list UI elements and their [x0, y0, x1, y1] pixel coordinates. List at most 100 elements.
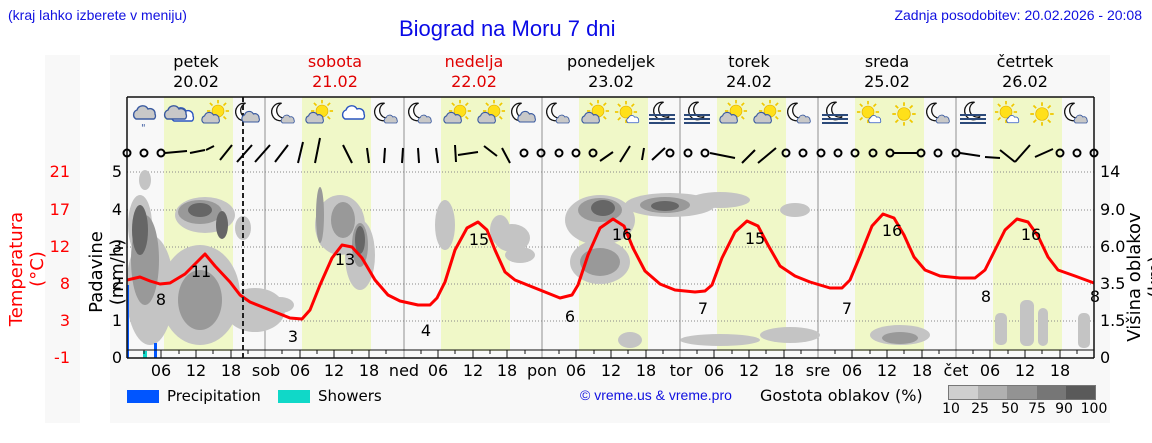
sun-icon	[891, 101, 917, 127]
day-date: 20.02	[173, 72, 219, 91]
calm-wind-icon	[156, 148, 166, 158]
temperature-labels: 8 11 3 13 4 15 6 16 7 15 7 16 8 16 8	[156, 221, 1100, 346]
x-label: 12	[1014, 361, 1036, 380]
x-label: sre	[805, 361, 831, 380]
cloud-tick: 0	[1100, 348, 1111, 367]
temp-label: 6	[565, 307, 575, 326]
x-label: 18	[496, 361, 518, 380]
day-header: petek 20.02	[126, 52, 266, 92]
temp-tick: 3	[59, 311, 70, 330]
day-header: torek 24.02	[679, 52, 819, 92]
temp-label: 4	[421, 321, 431, 340]
day-header: sobota 21.02	[265, 52, 405, 92]
x-label: ned	[388, 361, 420, 380]
cloud-tick: 3.5	[1100, 274, 1126, 293]
scale-label: 25	[971, 401, 989, 417]
cloud-tick: 9.0	[1100, 200, 1126, 219]
temp-tick: -1	[54, 348, 70, 367]
x-label: 18	[635, 361, 657, 380]
hour-ticks	[143, 350, 1078, 358]
x-label: 06	[979, 361, 1001, 380]
x-label: 12	[876, 361, 898, 380]
x-label: 18	[773, 361, 795, 380]
temp-label: 8	[156, 290, 166, 309]
day-header: nedelja 22.02	[404, 52, 544, 92]
day-name: nedelja	[444, 52, 504, 71]
day-date: 25.02	[864, 72, 910, 91]
day-date: 22.02	[451, 72, 497, 91]
temp-label: 7	[842, 299, 852, 318]
cloud-tick: 1.5	[1100, 311, 1126, 330]
prec-tick: 0	[111, 348, 122, 367]
showers-bar	[143, 351, 147, 358]
wind-barbs-row	[122, 137, 1099, 164]
day-date: 23.02	[588, 72, 634, 91]
location-hint: (kraj lahko izberete v meniju)	[8, 7, 187, 23]
x-label: sob	[251, 361, 281, 380]
scale-label: 50	[1001, 401, 1019, 417]
temp-axis-panel	[45, 55, 80, 423]
x-label: 12	[185, 361, 207, 380]
day-date: 26.02	[1002, 72, 1048, 91]
x-label: 18	[220, 361, 242, 380]
scale-label: 90	[1055, 401, 1073, 417]
day-name: ponedeljek	[567, 52, 655, 71]
x-label: 12	[600, 361, 622, 380]
day-name: petek	[173, 52, 219, 71]
day-header: sreda 25.02	[817, 52, 957, 92]
x-label: tor	[669, 361, 693, 380]
scale-label: 75	[1028, 401, 1046, 417]
prec-tick: 3	[111, 237, 122, 256]
cloud-density-scale	[948, 385, 1096, 400]
day-date: 21.02	[312, 72, 358, 91]
cloud-density-map	[126, 170, 1090, 348]
temp-tick: 17	[49, 200, 70, 219]
scale-label: 100	[1080, 401, 1108, 417]
prec-tick: 4	[111, 200, 122, 219]
temp-label: 11	[191, 262, 211, 281]
temp-tick: 21	[49, 162, 70, 181]
x-label: 18	[911, 361, 933, 380]
x-label: 12	[323, 361, 345, 380]
x-label: 12	[462, 361, 484, 380]
x-label: 06	[427, 361, 449, 380]
precipitation-swatch	[127, 390, 159, 403]
day-name: torek	[728, 52, 770, 71]
x-label: 12	[738, 361, 760, 380]
prec-tick: 5	[111, 162, 122, 181]
temp-label: 8	[981, 287, 991, 306]
temp-label: 16	[612, 225, 632, 244]
x-label: pon	[526, 361, 558, 380]
day-name: četrtek	[996, 52, 1054, 71]
day-name: sreda	[864, 52, 910, 71]
copyright-link[interactable]: © vreme.us & vreme.pro	[580, 387, 732, 403]
temp-label: 8	[1090, 287, 1100, 306]
temp-label: 15	[745, 229, 765, 248]
day-header: ponedeljek 23.02	[541, 52, 681, 92]
temp-label: 13	[335, 250, 355, 269]
cloud-tick: 14	[1100, 162, 1121, 181]
temperature-line	[126, 212, 1095, 321]
temp-label: 3	[288, 327, 298, 346]
cloud-density-label: Gostota oblakov (%)	[760, 386, 923, 405]
temp-label: 16	[882, 221, 902, 240]
x-label: 06	[703, 361, 725, 380]
temp-tick: 12	[49, 237, 70, 256]
temp-label: 16	[1021, 225, 1041, 244]
day-name: sobota	[307, 52, 363, 71]
day-separators	[264, 97, 957, 358]
x-label: 18	[1049, 361, 1071, 380]
precipitation-axis-bar	[127, 285, 129, 358]
page-title: Biograd na Moru 7 dni	[399, 16, 616, 41]
weather-icons-row: "	[132, 99, 1088, 134]
precipitation-legend-label: Precipitation	[167, 387, 261, 405]
calm-wind-icon	[122, 148, 132, 158]
scale-label: 10	[942, 401, 960, 417]
x-label: 06	[565, 361, 587, 380]
showers-legend-label: Showers	[318, 387, 382, 405]
day-date: 24.02	[726, 72, 772, 91]
x-label: 06	[150, 361, 172, 380]
day-header: četrtek 26.02	[955, 52, 1095, 92]
temp-label: 15	[469, 230, 489, 249]
